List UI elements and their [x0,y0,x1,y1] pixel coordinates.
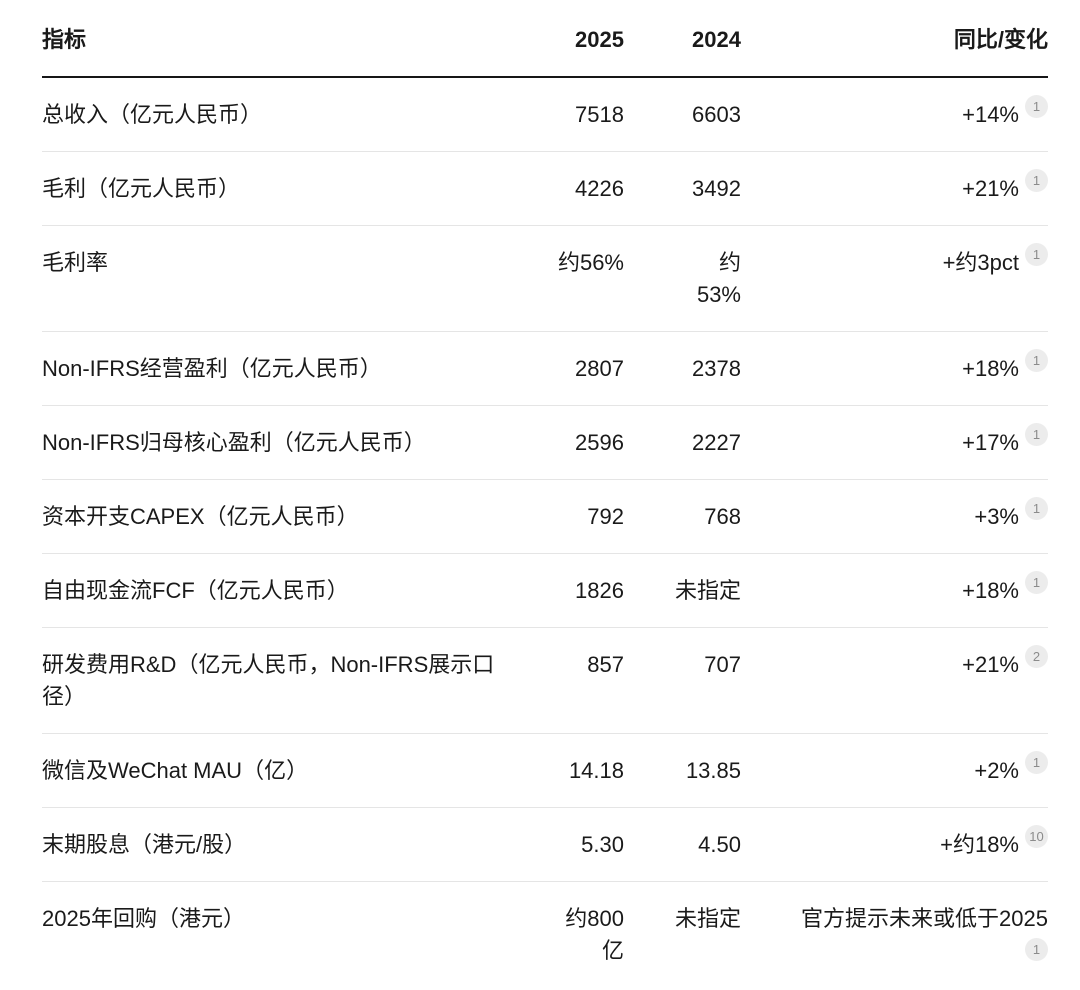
indicator-cell: 微信及WeChat MAU（亿） [42,733,502,808]
change-cell: +18% 1 [741,331,1048,406]
table-row: 总收入（亿元人民币） 7518 6603 +14% 1 [42,77,1048,152]
change-value: +约18% [940,832,1019,857]
value-2024-cell: 约 53% [624,225,741,332]
footnote-badge[interactable]: 1 [1025,938,1048,961]
table-row: 毛利率 约56% 约 53% +约3pct 1 [42,225,1048,332]
indicator-cell: 毛利率 [42,225,502,332]
value-2024-cell: 未指定 [674,906,741,931]
change-value: +17% [962,430,1019,455]
footnote-badge[interactable]: 10 [1025,825,1048,848]
value-2025-cell: 857 [502,627,624,734]
table-row: 2025年回购（港元） 约800 亿 未指定 官方提示未来或低于2025 1 [42,882,1048,988]
metrics-table: 指标 2025 2024 同比/变化 总收入（亿元人民币） 7518 6603 … [42,0,1048,987]
table-row: 资本开支CAPEX（亿元人民币） 792 768 +3% 1 [42,479,1048,554]
value-2025-cell: 2807 [502,331,624,406]
footnote-badge[interactable]: 1 [1025,243,1048,266]
change-cell: +21% 2 [741,627,1048,734]
change-cell: +17% 1 [741,405,1048,480]
value-2025-cell: 7518 [502,77,624,152]
value-2025-cell: 792 [502,479,624,554]
indicator-cell: 研发费用R&D（亿元人民币，Non-IFRS展示口 径） [42,627,502,734]
change-cell: +21% 1 [741,151,1048,226]
footnote-badge[interactable]: 2 [1025,645,1048,668]
change-value: +21% [962,176,1019,201]
value-2025-cell: 2596 [502,405,624,480]
table-row: 研发费用R&D（亿元人民币，Non-IFRS展示口 径） 857 707 +21… [42,627,1048,734]
value-2025-cell: 约800 亿 [565,906,624,963]
value-2024-cell: 768 [624,479,741,554]
footnote-badge[interactable]: 1 [1025,423,1048,446]
table-row: 自由现金流FCF（亿元人民币） 1826 未指定 +18% 1 [42,553,1048,628]
footnote-badge[interactable]: 1 [1025,751,1048,774]
change-cell: +2% 1 [741,733,1048,808]
value-2025-cell: 14.18 [502,733,624,808]
change-value: 官方提示未来或低于2025 [801,906,1048,931]
footnote-badge[interactable]: 1 [1025,497,1048,520]
footnote-badge[interactable]: 1 [1025,349,1048,372]
change-value: +21% [962,652,1019,677]
value-2024-cell: 707 [624,627,741,734]
header-row: 指标 2025 2024 同比/变化 [42,0,1048,78]
indicator-cell: 自由现金流FCF（亿元人民币） [42,553,502,628]
indicator-cell: 2025年回购（港元） [42,906,245,931]
value-2024-cell: 2378 [624,331,741,406]
change-value: +18% [962,356,1019,381]
value-2025-cell: 5.30 [502,807,624,882]
value-2024-cell: 未指定 [624,553,741,628]
value-2024-cell: 2227 [624,405,741,480]
indicator-cell: 资本开支CAPEX（亿元人民币） [42,479,502,554]
change-cell: 官方提示未来或低于2025 1 [741,882,1048,988]
change-value: +18% [962,578,1019,603]
change-value: +14% [962,102,1019,127]
value-2024-cell: 4.50 [624,807,741,882]
col-header-indicator: 指标 [42,0,502,78]
change-cell: +约3pct 1 [741,225,1048,332]
footnote-badge[interactable]: 1 [1025,95,1048,118]
change-cell: +3% 1 [741,479,1048,554]
indicator-cell: 毛利（亿元人民币） [42,151,502,226]
footnote-badge[interactable]: 1 [1025,169,1048,192]
change-value: +3% [974,504,1019,529]
table-row: 微信及WeChat MAU（亿） 14.18 13.85 +2% 1 [42,733,1048,808]
change-cell: +约18% 10 [741,807,1048,882]
footnote-badge[interactable]: 1 [1025,571,1048,594]
indicator-cell: Non-IFRS归母核心盈利（亿元人民币） [42,405,502,480]
table-row: 末期股息（港元/股） 5.30 4.50 +约18% 10 [42,807,1048,882]
col-header-change: 同比/变化 [741,0,1048,78]
indicator-cell: Non-IFRS经营盈利（亿元人民币） [42,331,502,406]
table-row: 毛利（亿元人民币） 4226 3492 +21% 1 [42,151,1048,226]
change-value: +约3pct [942,250,1019,275]
col-header-2025: 2025 [502,0,624,78]
value-2025-cell: 4226 [502,151,624,226]
col-header-2024: 2024 [624,0,741,78]
value-2024-cell: 3492 [624,151,741,226]
value-2025-cell: 1826 [502,553,624,628]
value-2024-cell: 6603 [624,77,741,152]
value-2025-cell: 约56% [502,225,624,332]
change-value: +2% [974,758,1019,783]
value-2024-cell: 13.85 [624,733,741,808]
indicator-cell: 末期股息（港元/股） [42,807,502,882]
table-row: Non-IFRS经营盈利（亿元人民币） 2807 2378 +18% 1 [42,331,1048,406]
change-cell: +14% 1 [741,77,1048,152]
table-row: Non-IFRS归母核心盈利（亿元人民币） 2596 2227 +17% 1 [42,405,1048,480]
change-cell: +18% 1 [741,553,1048,628]
indicator-cell: 总收入（亿元人民币） [42,77,502,152]
